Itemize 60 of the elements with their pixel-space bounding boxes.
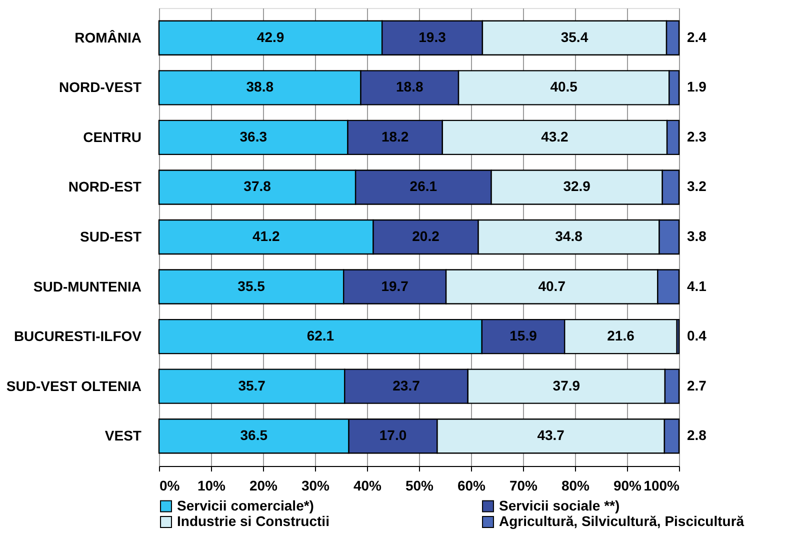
- y-tick-label: SUD-VEST OLTENIA: [6, 378, 142, 394]
- data-label: 34.8: [555, 228, 583, 244]
- x-tick-label: 90%: [613, 478, 642, 494]
- data-label: 43.2: [541, 128, 569, 144]
- data-label: 19.7: [381, 278, 409, 294]
- data-label: 43.7: [537, 427, 565, 444]
- x-tick-label: 60%: [457, 478, 486, 494]
- data-label: 40.5: [550, 78, 578, 95]
- data-label: 36.5: [240, 427, 268, 444]
- data-label: 2.7: [687, 377, 707, 394]
- data-label: 4.1: [687, 278, 707, 294]
- x-tick-label: 30%: [301, 478, 330, 494]
- legend-label: Servicii comerciale*): [177, 497, 314, 514]
- data-label: 35.5: [238, 278, 266, 294]
- data-label: 37.9: [552, 377, 580, 394]
- y-tick-label: VEST: [104, 428, 142, 444]
- data-label: 37.8: [244, 178, 272, 194]
- legend-label: Industrie si Constructii: [177, 513, 330, 529]
- data-label: 3.2: [687, 178, 707, 194]
- y-tick-label: NORD-VEST: [59, 79, 142, 96]
- legend-label: Servicii sociale **): [499, 497, 620, 514]
- y-tick-label: SUD-EST: [80, 228, 142, 244]
- data-label: 0.4: [687, 328, 707, 344]
- data-label: 15.9: [510, 328, 538, 344]
- data-label: 2.4: [687, 28, 707, 45]
- y-tick-label: CENTRU: [83, 128, 142, 145]
- data-label: 17.0: [379, 427, 407, 444]
- x-tick-label: 10%: [197, 478, 226, 494]
- data-label: 35.7: [238, 377, 266, 394]
- data-label: 62.1: [306, 328, 334, 344]
- data-label: 21.6: [607, 328, 635, 344]
- data-label: 2.3: [687, 128, 707, 144]
- legend-label: Agricultură, Silvicultură, Piscicultură: [499, 513, 744, 529]
- data-label: 35.4: [560, 28, 588, 45]
- y-tick-label: NORD-EST: [68, 178, 142, 195]
- x-tick-label: 70%: [509, 478, 538, 494]
- data-label: 3.8: [687, 228, 707, 244]
- data-label: 18.2: [381, 128, 409, 144]
- x-tick-label: 50%: [405, 478, 434, 494]
- data-label: 26.1: [410, 178, 438, 194]
- data-label: 18.8: [396, 78, 424, 95]
- x-tick-label: 80%: [561, 478, 590, 494]
- data-label: 41.2: [252, 228, 280, 244]
- data-label: 2.8: [687, 427, 707, 444]
- y-tick-label: ROMÂNIA: [74, 29, 142, 46]
- y-tick-label: SUD-MUNTENIA: [33, 278, 142, 294]
- data-label: 20.2: [412, 228, 440, 244]
- data-label: 19.3: [418, 28, 446, 45]
- data-label: 23.7: [392, 377, 420, 394]
- x-tick-label: 100%: [644, 478, 680, 494]
- data-label: 32.9: [563, 178, 591, 194]
- y-tick-label: BUCURESTI-ILFOV: [14, 328, 142, 344]
- data-label: 40.7: [538, 278, 566, 294]
- data-label: 42.9: [256, 28, 284, 45]
- data-label: 38.8: [246, 78, 274, 95]
- x-tick-label: 40%: [353, 478, 382, 494]
- x-tick-label: 20%: [249, 478, 278, 494]
- data-label: 1.9: [687, 78, 707, 95]
- x-tick-label: 0%: [160, 478, 180, 494]
- data-label: 36.3: [240, 128, 268, 144]
